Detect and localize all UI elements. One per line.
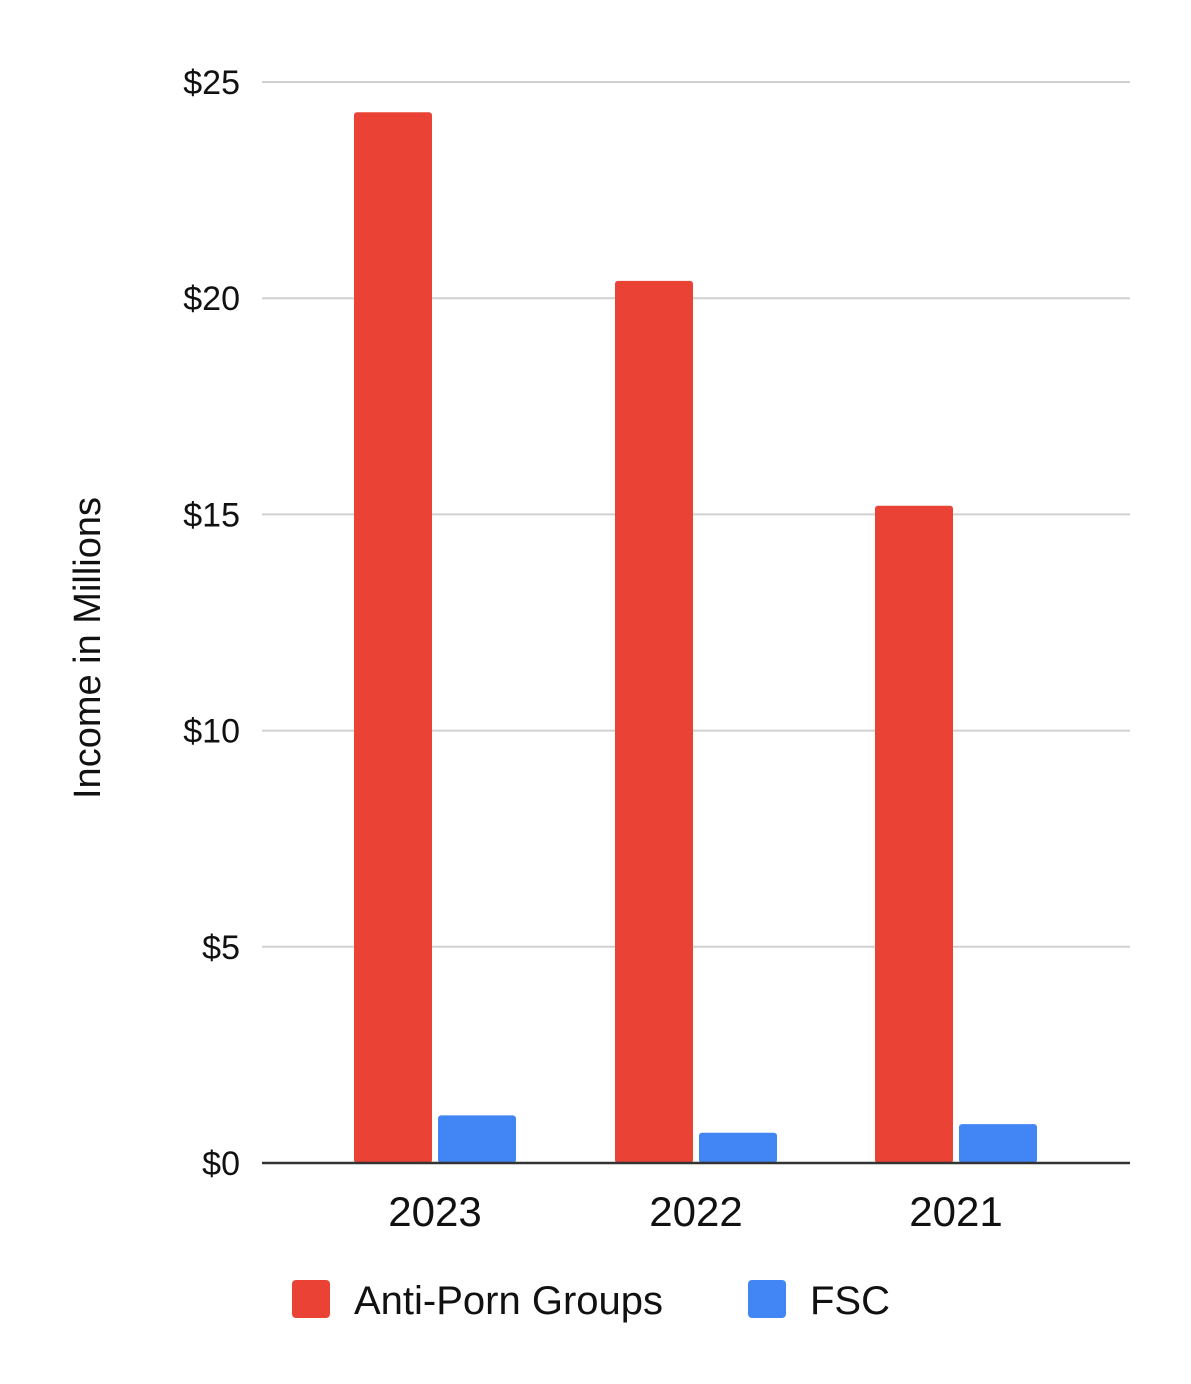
axes: $0 $5 $10 $15 $20 $25 2023 2022 2021 [183,64,1130,1235]
bar-anti-porn-groups-2023 [354,112,432,1164]
bar-fsc-2022 [699,1132,777,1163]
bars [354,112,1037,1164]
y-axis-title: Income in Millions [67,497,109,799]
bar-fsc-2023 [438,1115,516,1163]
y-tick-label: $5 [202,929,240,967]
x-tick-label: 2022 [649,1188,742,1235]
y-tick-label: $25 [183,64,240,102]
y-tick-label: $20 [183,280,240,318]
legend-swatch-fsc [748,1280,786,1318]
legend-swatch-anti-porn-groups [292,1280,330,1318]
bar-anti-porn-groups-2022 [615,280,693,1163]
x-tick-label: 2023 [388,1188,481,1235]
bar-fsc-2021 [959,1124,1037,1163]
y-tick-label: $0 [202,1145,240,1183]
legend-label-fsc: FSC [810,1279,890,1323]
y-tick-label: $15 [183,496,240,534]
y-tick-label: $10 [183,713,240,751]
legend: Anti-Porn Groups FSC [292,1279,890,1323]
x-tick-label: 2021 [909,1188,1002,1235]
legend-label-anti-porn-groups: Anti-Porn Groups [354,1279,663,1323]
bar-anti-porn-groups-2021 [875,505,953,1163]
